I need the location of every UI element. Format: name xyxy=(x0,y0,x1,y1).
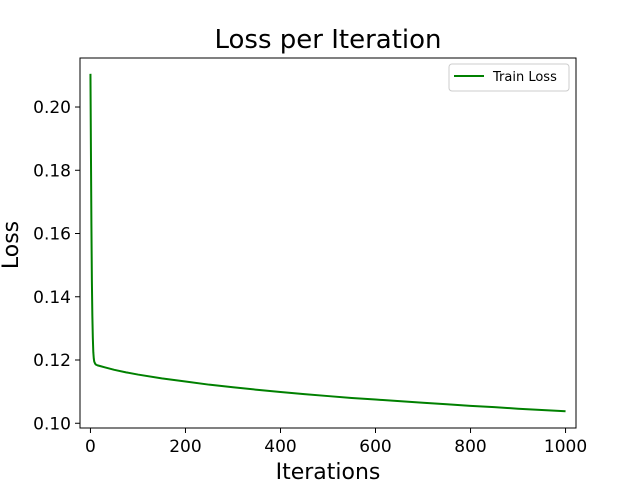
legend-label-train-loss: Train Loss xyxy=(492,70,557,85)
x-axis-label: Iterations xyxy=(276,460,381,480)
y-tick-label: 0.12 xyxy=(33,351,71,371)
x-tick-label: 1000 xyxy=(544,437,587,457)
chart-title: Loss per Iteration xyxy=(214,25,441,55)
plot-area xyxy=(89,73,566,413)
axis-ticks: 0 200 400 600 800 1000 0.10 0.12 0.14 0.16 0.18 0.2… xyxy=(33,98,587,457)
legend: Train Loss xyxy=(448,63,570,92)
y-tick-label: 0.14 xyxy=(33,288,71,308)
plot-frame xyxy=(79,57,577,429)
legend-box xyxy=(448,63,570,92)
x-tick-label: 0 xyxy=(85,437,96,457)
series-line-0 xyxy=(89,73,566,413)
x-tick-label: 600 xyxy=(359,437,391,457)
x-tick-label: 400 xyxy=(264,437,296,457)
y-tick-label: 0.10 xyxy=(33,414,71,434)
y-tick-label: 0.18 xyxy=(33,161,71,181)
x-tick-label: 800 xyxy=(454,437,486,457)
y-tick-label: 0.20 xyxy=(33,98,71,118)
y-axis-label: Loss xyxy=(0,221,24,269)
y-tick-label: 0.16 xyxy=(33,225,71,245)
x-tick-label: 200 xyxy=(169,437,201,457)
